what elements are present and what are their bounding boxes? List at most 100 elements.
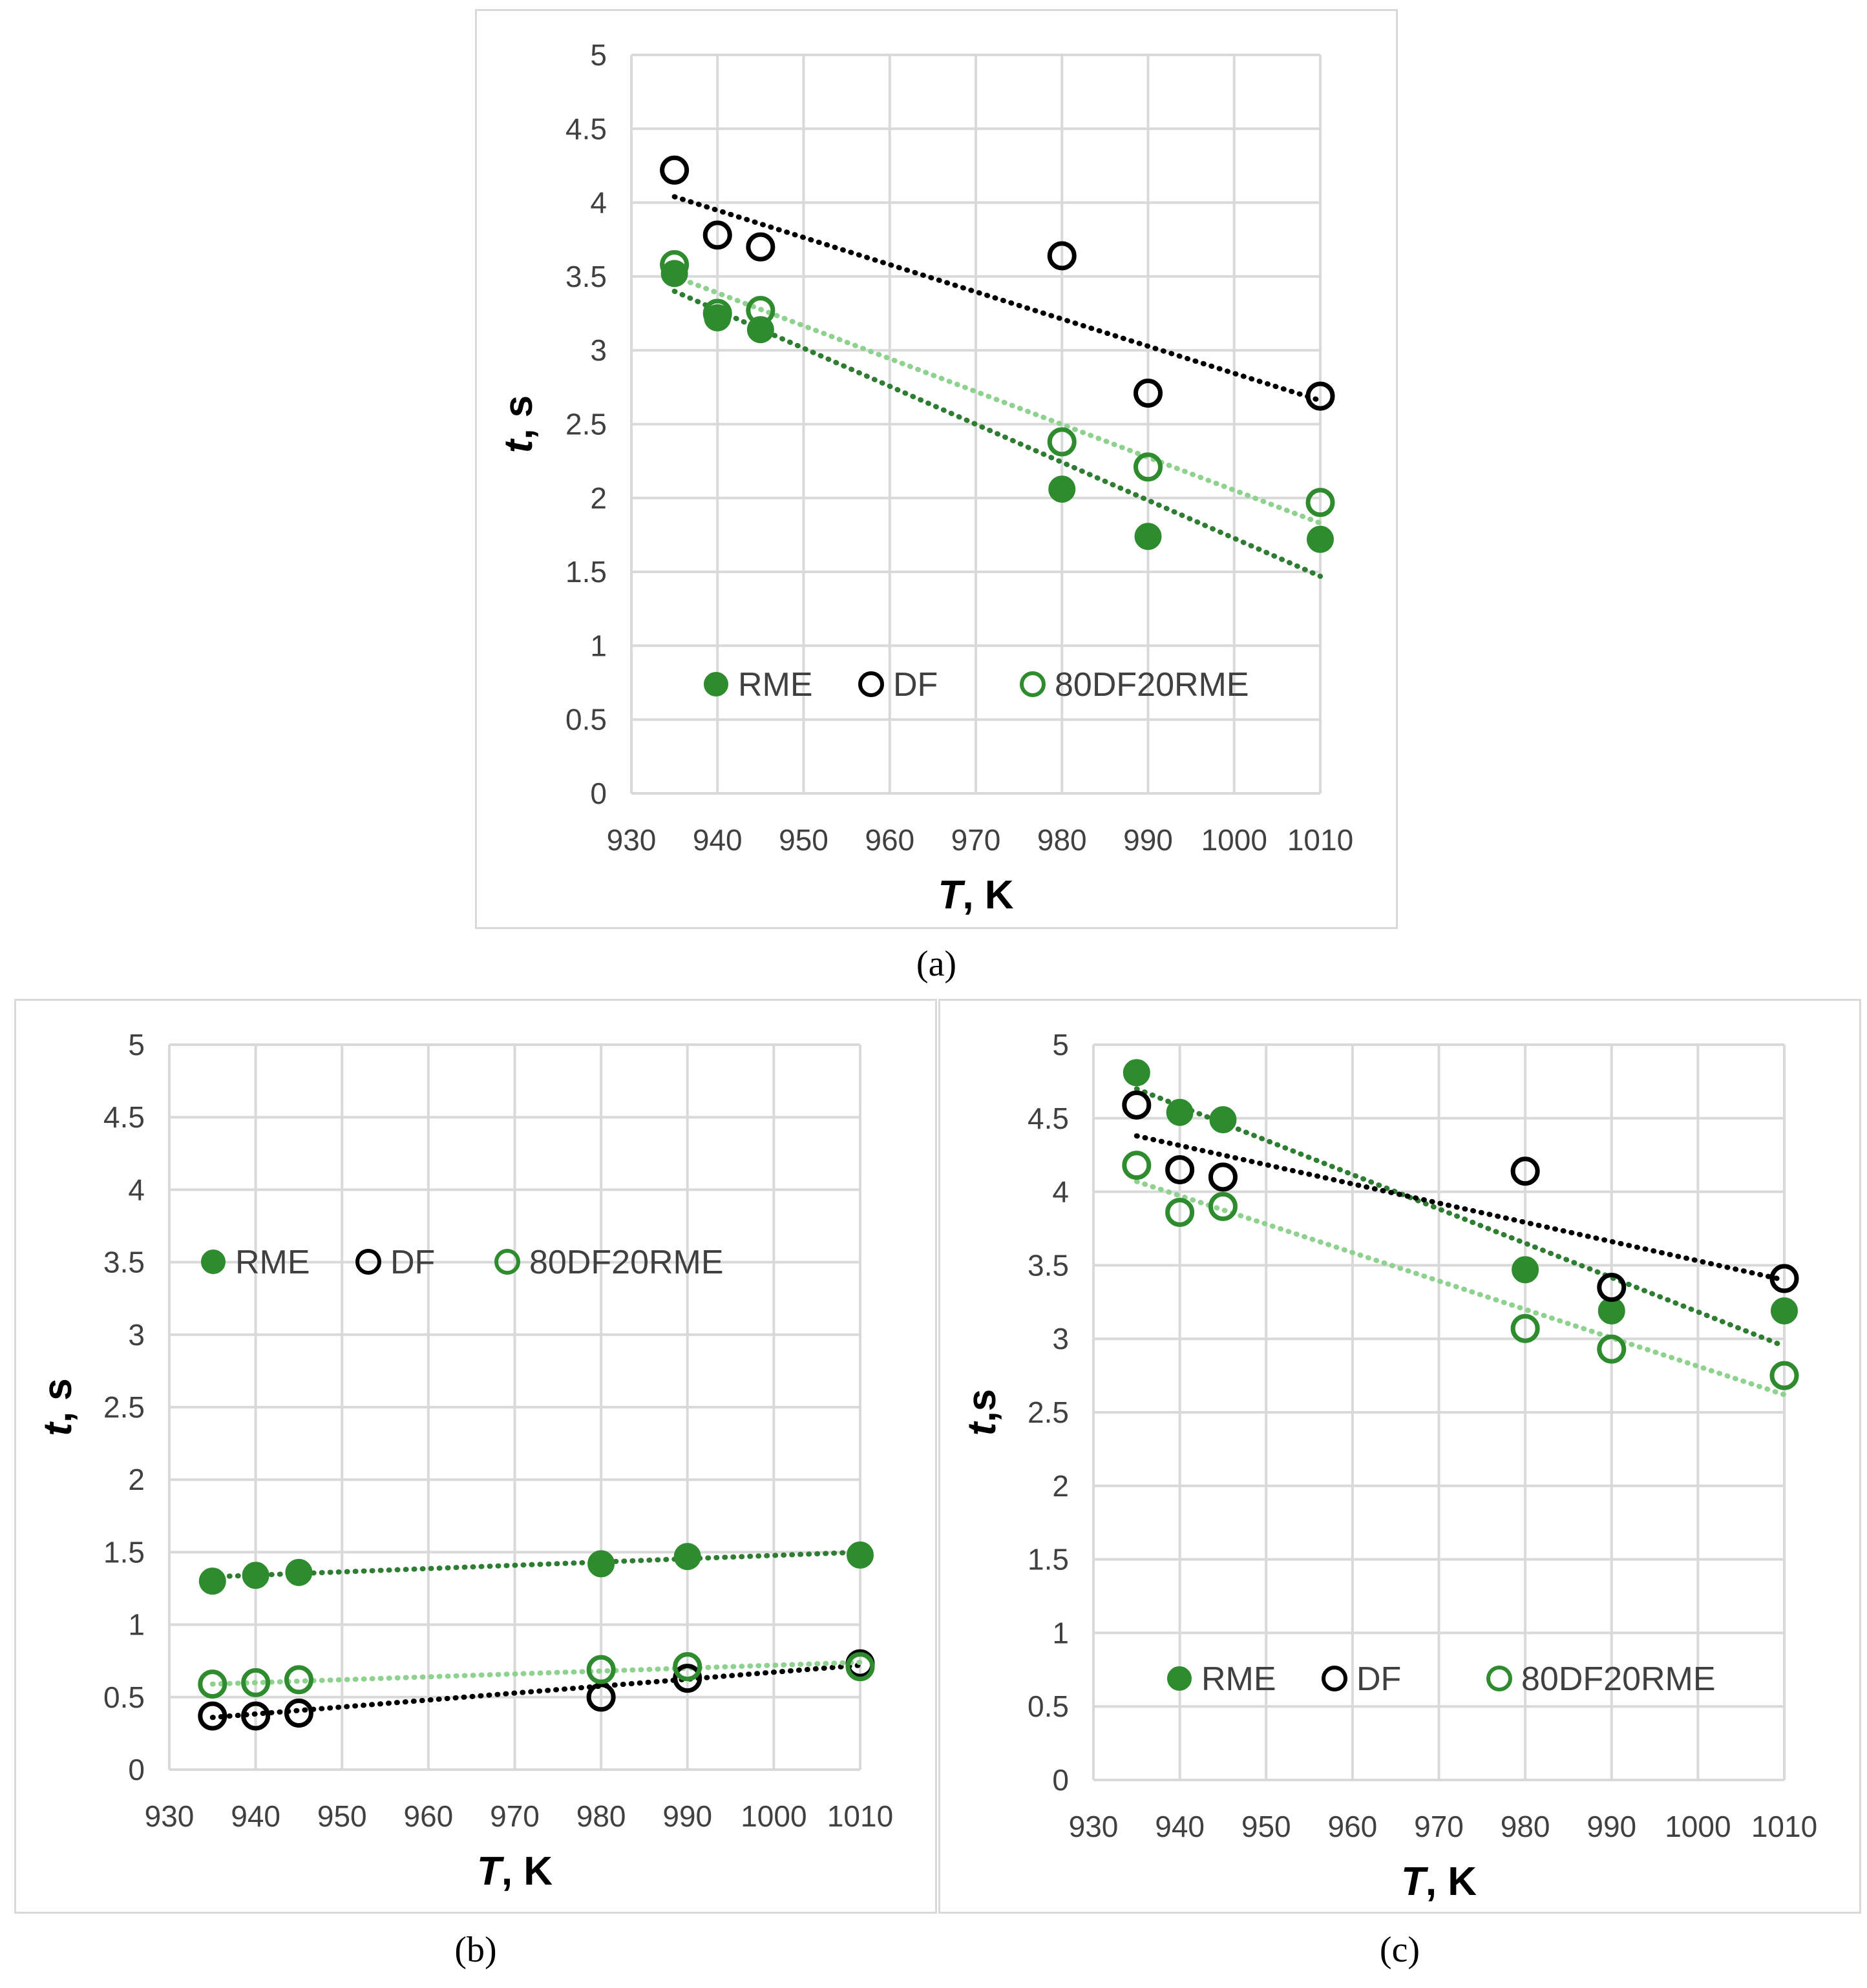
y-tick-label: 2 bbox=[128, 1463, 145, 1496]
y-tick-label: 4 bbox=[128, 1173, 145, 1206]
data-point bbox=[1134, 452, 1163, 482]
data-point bbox=[1209, 1106, 1237, 1134]
y-axis-title-unit: , s bbox=[36, 1378, 80, 1423]
data-point bbox=[586, 1682, 616, 1712]
trendline-df bbox=[1134, 1133, 1787, 1283]
y-tick-label: 1.5 bbox=[103, 1535, 145, 1569]
series-df bbox=[660, 155, 1335, 411]
series-rme bbox=[198, 1541, 874, 1595]
trendline-rme bbox=[209, 1549, 863, 1580]
y-tick-label: 5 bbox=[128, 1028, 145, 1062]
data-point bbox=[1597, 1273, 1627, 1303]
x-tick-label: 930 bbox=[607, 823, 657, 857]
x-tick-label: 970 bbox=[490, 1799, 540, 1833]
data-point bbox=[1165, 1197, 1195, 1227]
y-tick-label: 0 bbox=[590, 777, 607, 810]
data-point bbox=[1307, 525, 1334, 553]
y-axis-title: t,s bbox=[960, 1389, 1004, 1436]
data-point bbox=[847, 1541, 874, 1569]
y-axis-title-variable: t bbox=[960, 1421, 1004, 1436]
y-tick-label: 2.5 bbox=[565, 408, 607, 441]
chart-panel-b: 0 0.5 1 1.5 2 2.5 3 3.5 4 4.5 5 930 940 950 960 970 980 9… bbox=[14, 999, 937, 1914]
legend-label: RME bbox=[1201, 1660, 1276, 1698]
data-point bbox=[1598, 1297, 1625, 1324]
x-axis-title-unit: , K bbox=[962, 873, 1013, 917]
data-point bbox=[284, 1665, 313, 1695]
y-axis-title-variable: t bbox=[496, 438, 541, 453]
y-axis-title: t, s bbox=[36, 1378, 80, 1436]
legend-marker bbox=[1020, 671, 1046, 697]
legend-marker bbox=[858, 671, 884, 697]
x-tick-label: 960 bbox=[1328, 1810, 1378, 1843]
legend: RME DF 80DF20RME bbox=[201, 1244, 724, 1281]
chart-panel-a: 0 0.5 1 1.5 2 2.5 3 3.5 4 4.5 5 930 940 950 960 970 980 9… bbox=[475, 9, 1398, 929]
data-point bbox=[1510, 1156, 1540, 1186]
series-df bbox=[1122, 1090, 1799, 1303]
x-tick-label: 1010 bbox=[1287, 823, 1353, 857]
caption-b: (b) bbox=[454, 1930, 497, 1970]
y-tick-label: 4 bbox=[1052, 1175, 1069, 1209]
trendline-df bbox=[209, 1662, 863, 1721]
data-point bbox=[702, 220, 732, 250]
data-point bbox=[1208, 1191, 1238, 1221]
data-point bbox=[1134, 523, 1162, 550]
y-axis-title-unit: , s bbox=[496, 395, 541, 440]
x-tick-label: 980 bbox=[576, 1799, 626, 1833]
trendline-80df20rme bbox=[209, 1659, 863, 1687]
data-point bbox=[1769, 1361, 1799, 1390]
y-tick-label: 3 bbox=[128, 1318, 145, 1352]
y-tick-label: 3.5 bbox=[1028, 1248, 1069, 1282]
x-tick-label: 950 bbox=[317, 1799, 367, 1833]
x-tick-label: 990 bbox=[1587, 1810, 1636, 1843]
y-tick-label: 4 bbox=[590, 186, 607, 220]
trendline-df bbox=[671, 194, 1323, 403]
data-point bbox=[746, 232, 775, 262]
x-tick-label: 970 bbox=[951, 823, 1001, 857]
legend-label: RME bbox=[235, 1244, 310, 1281]
y-axis-title: t, s bbox=[496, 395, 541, 454]
y-tick-label: 2.5 bbox=[103, 1390, 145, 1424]
x-tick-label: 1000 bbox=[1665, 1810, 1731, 1843]
data-point bbox=[1166, 1098, 1194, 1126]
x-tick-label: 990 bbox=[662, 1799, 712, 1833]
legend-label: 80DF20RME bbox=[1521, 1660, 1716, 1698]
x-tick-label: 1000 bbox=[1201, 823, 1267, 857]
y-tick-label: 3 bbox=[1052, 1322, 1069, 1355]
y-tick-label: 0.5 bbox=[103, 1680, 145, 1714]
y-tick-label: 5 bbox=[590, 38, 607, 72]
caption-c: (c) bbox=[1379, 1930, 1420, 1970]
y-tick-label: 1.5 bbox=[1028, 1543, 1069, 1576]
chart-a: 0 0.5 1 1.5 2 2.5 3 3.5 4 4.5 5 930 940 950 960 970 980 9… bbox=[496, 38, 1353, 917]
x-axis-title-unit: , K bbox=[501, 1849, 553, 1894]
legend-marker bbox=[494, 1249, 520, 1275]
series-rme bbox=[660, 260, 1334, 553]
data-point bbox=[673, 1664, 702, 1693]
x-tick-label: 980 bbox=[1037, 823, 1087, 857]
series-80df20rme bbox=[1122, 1151, 1799, 1390]
y-tick-label: 0 bbox=[128, 1753, 145, 1786]
series-80df20rme bbox=[660, 250, 1335, 518]
x-tick-label: 960 bbox=[404, 1799, 454, 1833]
chart-panel-c: 0 0.5 1 1.5 2 2.5 3 3.5 4 4.5 5 930 940 950 960 970 980 9… bbox=[938, 999, 1861, 1914]
legend-marker bbox=[355, 1249, 381, 1275]
x-tick-label: 1010 bbox=[1751, 1810, 1817, 1843]
legend-marker bbox=[201, 1250, 226, 1274]
data-point bbox=[198, 1567, 226, 1595]
data-point bbox=[587, 1550, 615, 1578]
legend: RME DF 80DF20RME bbox=[1167, 1660, 1716, 1698]
data-point bbox=[242, 1562, 269, 1589]
data-point bbox=[198, 1701, 227, 1731]
y-tick-label: 0.5 bbox=[565, 703, 607, 737]
data-point bbox=[586, 1655, 616, 1684]
y-tick-label: 2 bbox=[590, 481, 607, 515]
data-point bbox=[1165, 1155, 1195, 1184]
data-point bbox=[284, 1698, 313, 1728]
y-tick-label: 1 bbox=[1052, 1616, 1069, 1649]
y-tick-label: 1 bbox=[590, 629, 607, 662]
caption-a: (a) bbox=[916, 944, 957, 984]
y-tick-label: 1 bbox=[128, 1608, 145, 1642]
data-point bbox=[845, 1652, 875, 1682]
data-point bbox=[702, 298, 732, 328]
data-point bbox=[1305, 488, 1335, 518]
x-tick-label: 950 bbox=[1241, 1810, 1291, 1843]
